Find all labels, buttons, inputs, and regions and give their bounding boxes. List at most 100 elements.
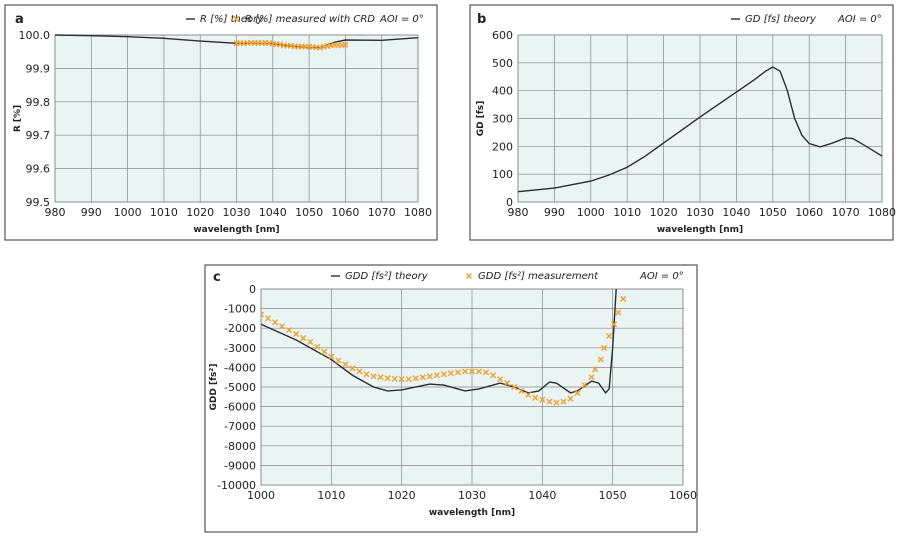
data-point-marker xyxy=(567,395,574,402)
data-point-marker xyxy=(591,366,599,373)
x-tick-label: 1080 xyxy=(404,206,432,219)
x-tick-label: 1020 xyxy=(650,206,678,219)
data-point-marker xyxy=(588,374,595,381)
data-point-marker xyxy=(615,309,622,316)
panel-label: b xyxy=(477,12,486,27)
data-point-marker xyxy=(405,376,412,383)
data-point-marker xyxy=(316,44,324,51)
data-point-marker xyxy=(482,369,490,376)
data-point-marker xyxy=(356,368,363,375)
data-point-marker xyxy=(581,381,588,389)
data-point-marker xyxy=(363,371,370,378)
x-tick-label: 990 xyxy=(544,206,565,219)
y-tick-label: -6000 xyxy=(224,401,256,414)
y-tick-label: 99.5 xyxy=(26,196,51,209)
data-point-marker xyxy=(271,319,279,326)
y-tick-label: 200 xyxy=(492,140,513,153)
data-point-marker xyxy=(261,311,265,316)
data-point-marker xyxy=(426,373,433,380)
data-point-marker xyxy=(606,332,613,340)
data-point-marker xyxy=(574,389,581,396)
x-tick-label: 1060 xyxy=(669,489,697,502)
y-tick-label: -9000 xyxy=(224,459,256,472)
x-axis-label: wavelength [nm] xyxy=(657,225,743,235)
y-tick-label: 300 xyxy=(492,113,513,126)
data-point-marker xyxy=(293,330,300,338)
data-point-marker xyxy=(601,344,608,351)
data-point-marker xyxy=(384,375,391,382)
x-tick-label: 980 xyxy=(45,206,66,219)
data-point-marker xyxy=(539,396,546,403)
data-point-marker xyxy=(490,372,497,379)
chart-panel-a: a 980 990 1000 1010 1020 1030 1040 1050 1060 1070 1… xyxy=(4,4,438,241)
data-point-marker xyxy=(342,41,349,48)
data-point-marker xyxy=(468,368,476,375)
data-point-marker xyxy=(398,376,405,383)
x-tick-label: 1050 xyxy=(295,206,323,219)
y-tick-label: 99.8 xyxy=(26,96,51,109)
y-tick-label: 99.7 xyxy=(26,129,51,142)
series-group xyxy=(518,66,883,193)
x-tick-label: 990 xyxy=(81,206,102,219)
y-tick-label: -3000 xyxy=(224,342,256,355)
data-point-marker xyxy=(597,356,604,363)
y-tick-label: 100 xyxy=(492,168,513,181)
data-point-marker xyxy=(300,334,307,342)
aoi-label: AOI = 0° xyxy=(379,14,424,25)
data-point-marker xyxy=(328,353,335,360)
y-tick-label: 99.6 xyxy=(26,163,51,176)
x-tick-label: 1000 xyxy=(577,206,605,219)
data-point-marker xyxy=(261,313,265,318)
x-tick-label: 1040 xyxy=(722,206,750,219)
y-tick-label: -2000 xyxy=(224,322,256,335)
x-tick-label: 1020 xyxy=(388,489,416,502)
data-point-marker xyxy=(391,375,398,382)
y-axis-label: GDD [fs²] xyxy=(209,364,219,411)
data-point-marker xyxy=(447,370,454,377)
data-point-marker xyxy=(461,368,469,375)
y-tick-label: 400 xyxy=(492,85,513,98)
legend-entry-theory: GD [fs] theory xyxy=(745,14,817,25)
data-point-marker xyxy=(412,375,419,382)
x-tick-label: 980 xyxy=(508,206,529,219)
series-group xyxy=(55,34,419,51)
series-group xyxy=(261,288,627,406)
y-tick-label: -5000 xyxy=(224,381,256,394)
data-point-marker xyxy=(504,379,511,387)
data-point-marker xyxy=(349,365,356,372)
data-point-marker xyxy=(610,321,618,328)
data-point-marker xyxy=(419,374,426,381)
y-tick-label: -10000 xyxy=(217,479,256,492)
data-point-marker xyxy=(433,372,440,379)
x-tick-label: 1070 xyxy=(832,206,860,219)
data-point-marker xyxy=(342,361,349,368)
y-axis-label: R [%] xyxy=(13,105,23,132)
data-point-marker xyxy=(518,387,525,395)
y-tick-label: 0 xyxy=(249,283,256,296)
x-axis-label: wavelength [nm] xyxy=(429,508,515,518)
data-point-marker xyxy=(335,357,342,364)
data-point-marker xyxy=(525,391,532,398)
data-point-marker xyxy=(377,374,384,381)
panel-label: c xyxy=(213,270,221,285)
x-tick-label: 1080 xyxy=(868,206,896,219)
legend-entry-theory: R [%] theory xyxy=(200,14,264,25)
data-point-marker xyxy=(233,16,239,22)
aoi-label: AOI = 0° xyxy=(837,14,882,25)
data-point-marker xyxy=(440,371,447,378)
x-tick-label: 1030 xyxy=(223,206,251,219)
data-point-marker xyxy=(314,343,321,350)
data-point-marker xyxy=(620,295,627,302)
data-point-marker xyxy=(454,369,462,376)
data-point-marker xyxy=(321,348,328,355)
data-point-marker xyxy=(546,398,553,405)
theory-line xyxy=(55,34,419,49)
data-point-marker xyxy=(286,327,293,334)
x-tick-label: 1060 xyxy=(795,206,823,219)
x-axis-label: wavelength [nm] xyxy=(193,225,279,235)
x-tick-label: 1030 xyxy=(686,206,714,219)
x-tick-label: 1070 xyxy=(368,206,396,219)
y-tick-label: 500 xyxy=(492,57,513,70)
